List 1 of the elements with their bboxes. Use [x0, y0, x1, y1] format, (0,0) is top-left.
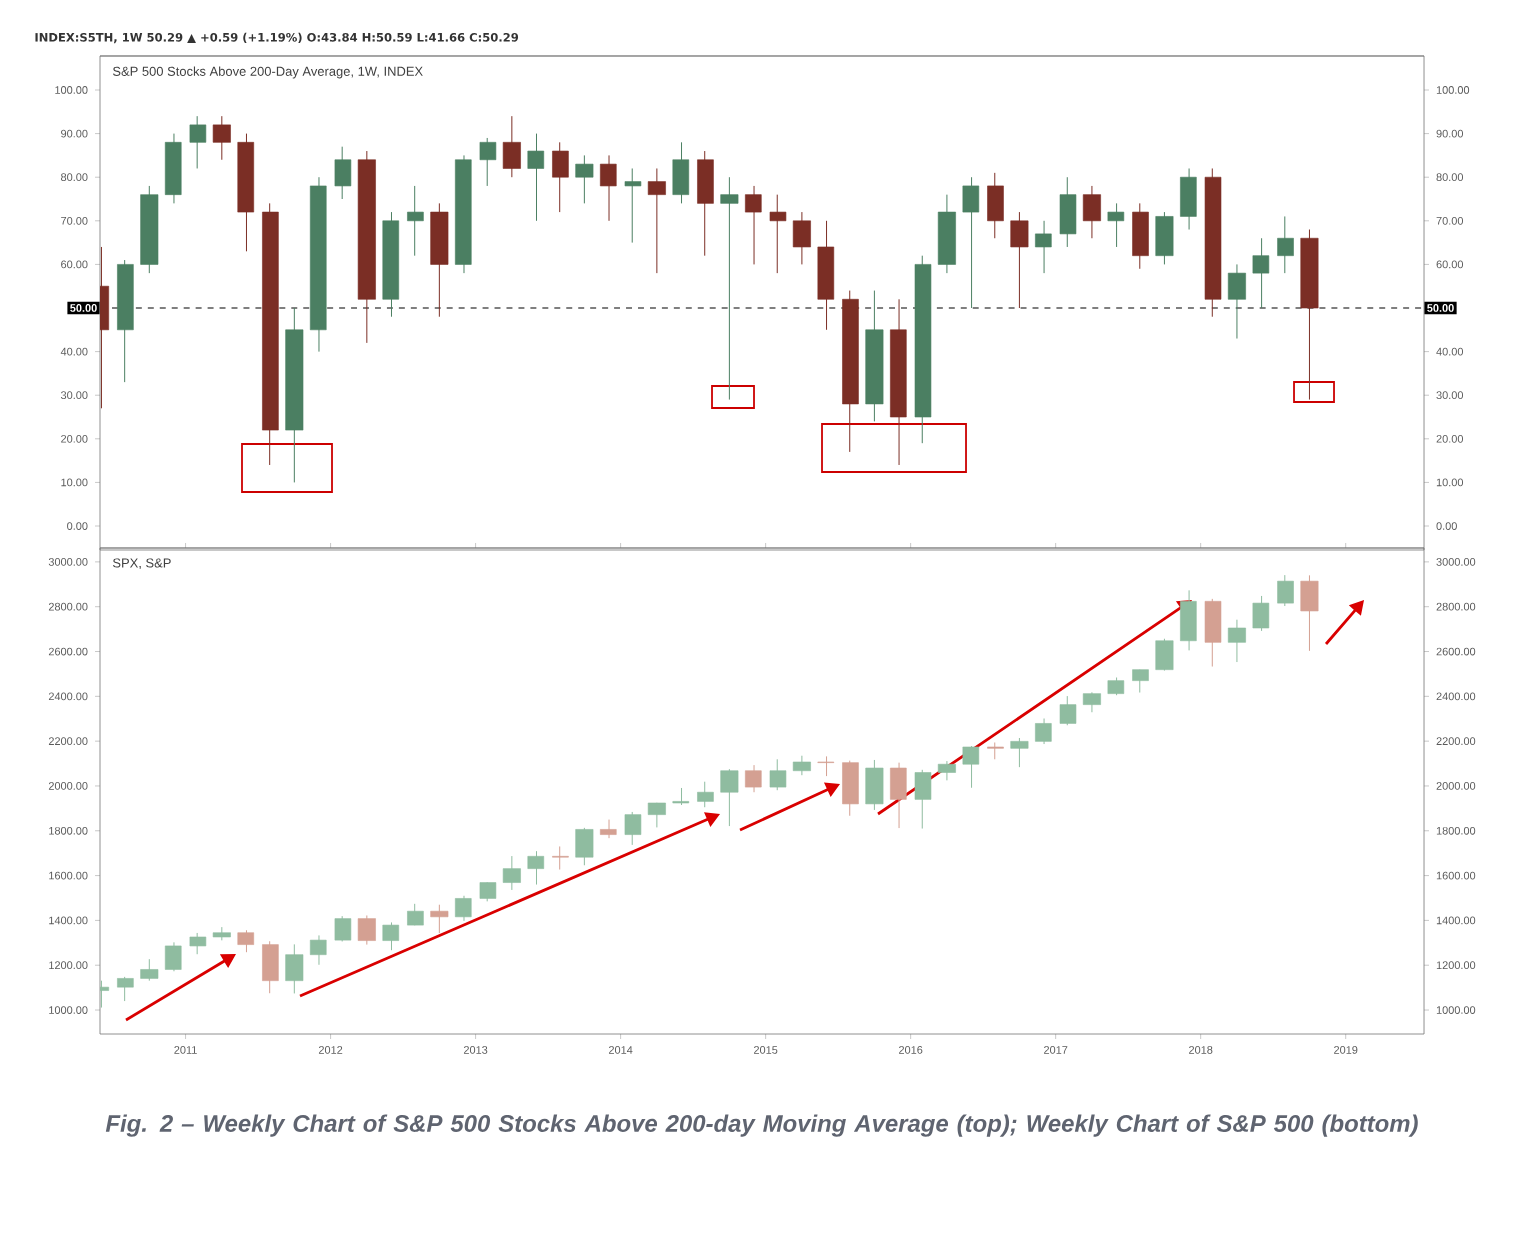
caption: Fig. 2 – Weekly Chart of S&P 500 Stocks Above 200-day Moving Average (top); Weekly Chart of S&P 500 (bottom): [105, 1114, 1418, 1137]
